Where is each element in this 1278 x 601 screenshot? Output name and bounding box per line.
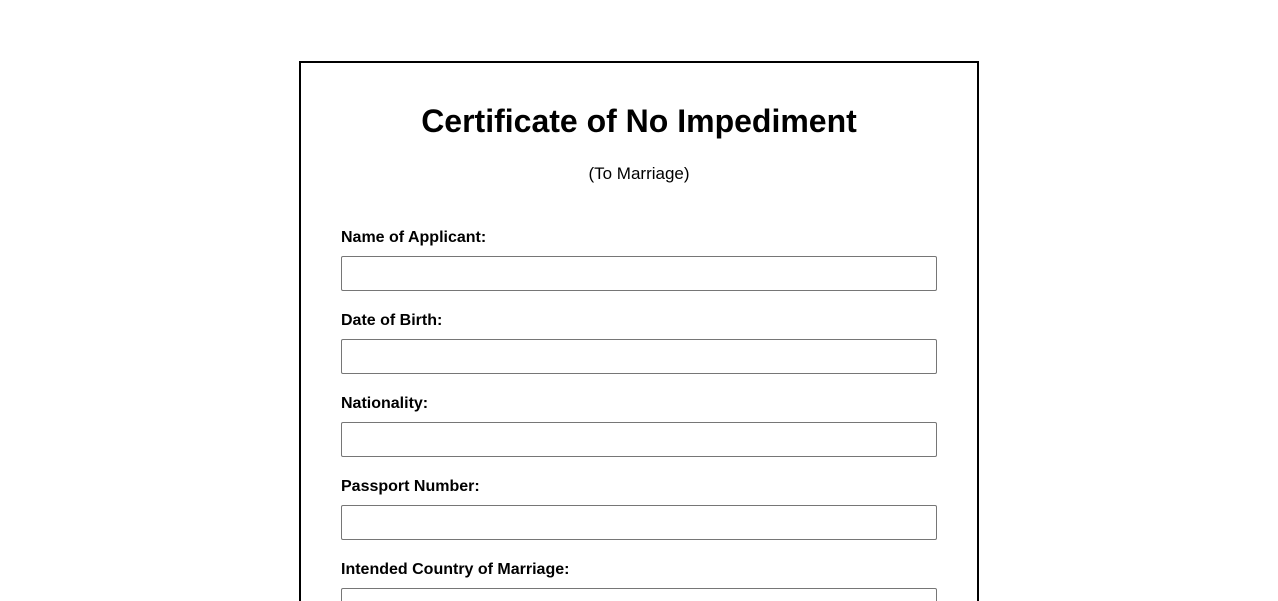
nationality-input[interactable] <box>341 421 937 457</box>
field-name-of-applicant: Name of Applicant: <box>341 228 937 291</box>
field-nationality: Nationality: <box>341 394 937 457</box>
name-of-applicant-input[interactable] <box>341 255 937 291</box>
intended-country-of-marriage-label: Intended Country of Marriage: <box>341 560 570 578</box>
certificate-container: Certificate of No Impediment (To Marriag… <box>299 61 979 601</box>
document-page: Certificate of No Impediment (To Marriag… <box>0 61 1278 601</box>
certificate-form: Name of Applicant: Date of Birth: Nation… <box>341 228 937 601</box>
passport-number-input[interactable] <box>341 504 937 540</box>
intended-country-of-marriage-input[interactable] <box>341 587 937 601</box>
page-title: Certificate of No Impediment <box>421 103 857 139</box>
field-date-of-birth: Date of Birth: <box>341 311 937 374</box>
page-subtitle: (To Marriage) <box>588 163 690 183</box>
field-intended-country-of-marriage: Intended Country of Marriage: <box>341 560 937 601</box>
date-of-birth-label: Date of Birth: <box>341 311 443 329</box>
name-of-applicant-label: Name of Applicant: <box>341 228 487 246</box>
field-passport-number: Passport Number: <box>341 477 937 540</box>
nationality-label: Nationality: <box>341 394 429 412</box>
date-of-birth-input[interactable] <box>341 338 937 374</box>
passport-number-label: Passport Number: <box>341 477 480 495</box>
